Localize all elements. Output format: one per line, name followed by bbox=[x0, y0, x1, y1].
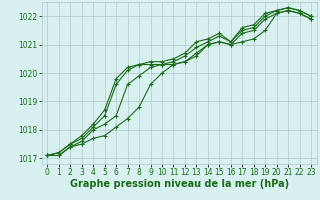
X-axis label: Graphe pression niveau de la mer (hPa): Graphe pression niveau de la mer (hPa) bbox=[70, 179, 289, 189]
